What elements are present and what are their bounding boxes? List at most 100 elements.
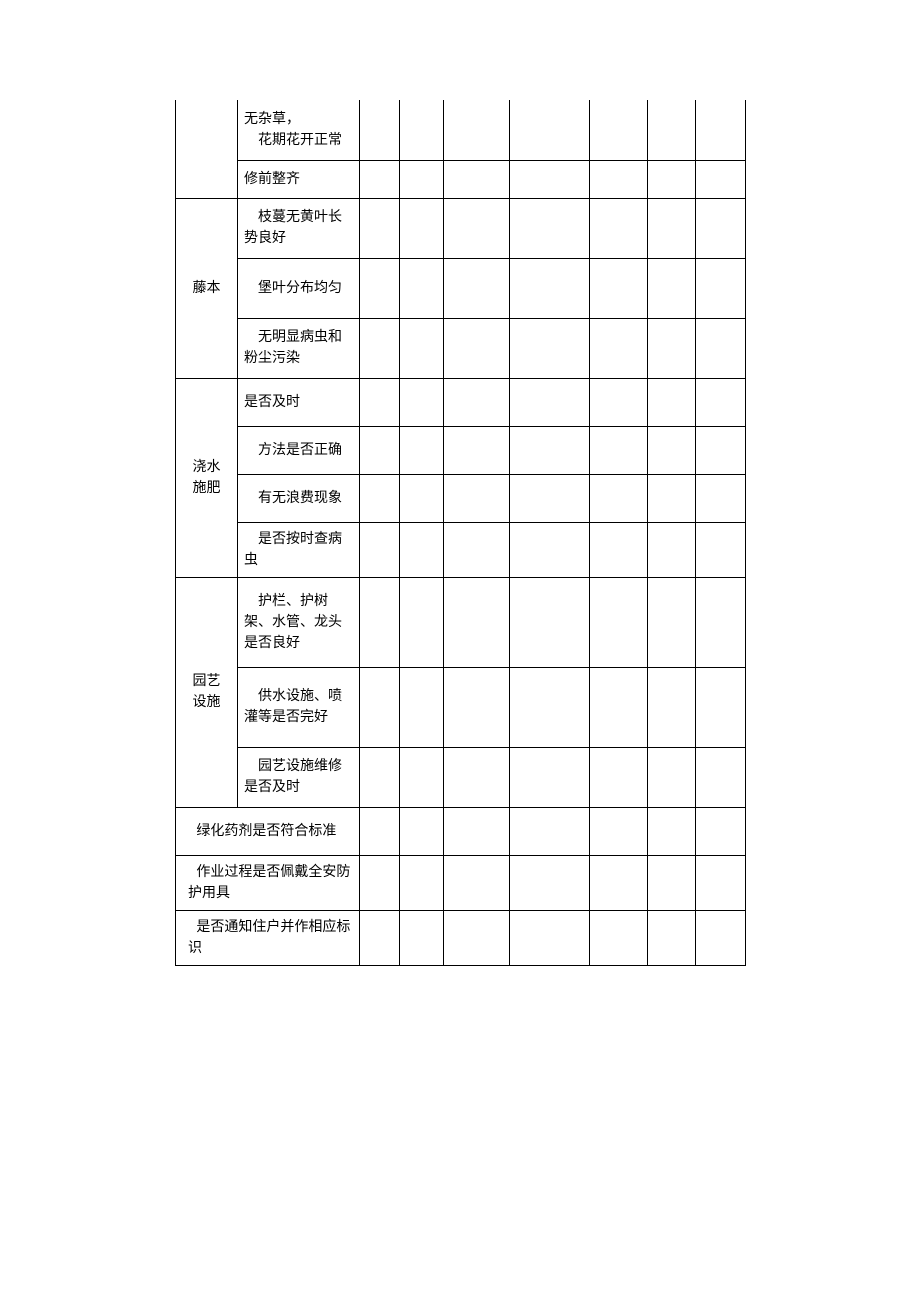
group-label-cell: 藤本 xyxy=(176,198,238,378)
table-row: 园艺 设施 护栏、护树架、水管、龙头是否良好 xyxy=(176,577,746,667)
table-row: 浇水 施肥 是否及时 xyxy=(176,378,746,426)
table-row: 作业过程是否佩戴全安防护用具 xyxy=(176,855,746,910)
blank-cell xyxy=(400,807,444,855)
blank-cell xyxy=(510,522,590,577)
blank-cell xyxy=(360,474,400,522)
blank-cell xyxy=(444,747,510,807)
table-row: 堡叶分布均匀 xyxy=(176,258,746,318)
item-text: 方法是否正确 xyxy=(244,440,342,461)
blank-cell xyxy=(696,667,746,747)
blank-cell xyxy=(648,258,696,318)
blank-cell xyxy=(400,198,444,258)
blank-cell xyxy=(696,747,746,807)
blank-cell xyxy=(444,910,510,965)
blank-cell xyxy=(360,100,400,160)
inspection-table: 无杂草， 花期花开正常 修前整齐 藤本 枝蔓无黄叶长势良好 xyxy=(175,100,746,966)
blank-cell xyxy=(400,318,444,378)
blank-cell xyxy=(444,198,510,258)
blank-cell xyxy=(590,577,648,667)
blank-cell xyxy=(510,100,590,160)
blank-cell xyxy=(590,318,648,378)
blank-cell xyxy=(648,747,696,807)
blank-cell xyxy=(400,378,444,426)
item-cell: 护栏、护树架、水管、龙头是否良好 xyxy=(238,577,360,667)
blank-cell xyxy=(360,910,400,965)
blank-cell xyxy=(648,198,696,258)
merged-item-cell: 绿化药剂是否符合标准 xyxy=(176,807,360,855)
blank-cell xyxy=(590,855,648,910)
blank-cell xyxy=(360,807,400,855)
item-text: 枝蔓无黄叶长势良好 xyxy=(244,207,355,249)
blank-cell xyxy=(444,426,510,474)
blank-cell xyxy=(590,160,648,198)
item-cell: 是否按时查病虫 xyxy=(238,522,360,577)
table-row: 是否通知住户并作相应标识 xyxy=(176,910,746,965)
blank-cell xyxy=(696,100,746,160)
item-cell: 枝蔓无黄叶长势良好 xyxy=(238,198,360,258)
blank-cell xyxy=(360,198,400,258)
table-body: 无杂草， 花期花开正常 修前整齐 藤本 枝蔓无黄叶长势良好 xyxy=(176,100,746,965)
blank-cell xyxy=(360,747,400,807)
table-row: 无杂草， 花期花开正常 xyxy=(176,100,746,160)
blank-cell xyxy=(444,807,510,855)
blank-cell xyxy=(510,160,590,198)
item-cell: 堡叶分布均匀 xyxy=(238,258,360,318)
blank-cell xyxy=(400,910,444,965)
item-text: 绿化药剂是否符合标准 xyxy=(188,821,336,842)
item-text: 无杂草， 花期花开正常 xyxy=(244,112,342,148)
blank-cell xyxy=(400,474,444,522)
table-row: 有无浪费现象 xyxy=(176,474,746,522)
item-cell: 供水设施、喷灌等是否完好 xyxy=(238,667,360,747)
blank-cell xyxy=(510,747,590,807)
item-text: 是否按时查病虫 xyxy=(244,529,355,571)
blank-cell xyxy=(648,318,696,378)
blank-cell xyxy=(648,577,696,667)
blank-cell xyxy=(400,747,444,807)
merged-item-cell: 是否通知住户并作相应标识 xyxy=(176,910,360,965)
blank-cell xyxy=(510,910,590,965)
blank-cell xyxy=(648,855,696,910)
blank-cell xyxy=(360,577,400,667)
blank-cell xyxy=(696,426,746,474)
blank-cell xyxy=(696,910,746,965)
blank-cell xyxy=(590,807,648,855)
item-text: 有无浪费现象 xyxy=(244,488,342,509)
blank-cell xyxy=(648,522,696,577)
blank-cell xyxy=(510,855,590,910)
blank-cell xyxy=(444,160,510,198)
table-row: 供水设施、喷灌等是否完好 xyxy=(176,667,746,747)
group-label-cell xyxy=(176,100,238,198)
item-text: 修前整齐 xyxy=(244,172,300,187)
blank-cell xyxy=(510,807,590,855)
blank-cell xyxy=(696,577,746,667)
blank-cell xyxy=(510,258,590,318)
blank-cell xyxy=(648,426,696,474)
blank-cell xyxy=(696,474,746,522)
blank-cell xyxy=(510,426,590,474)
blank-cell xyxy=(648,667,696,747)
blank-cell xyxy=(400,522,444,577)
blank-cell xyxy=(590,522,648,577)
blank-cell xyxy=(590,258,648,318)
table-row: 园艺设施维修是否及时 xyxy=(176,747,746,807)
blank-cell xyxy=(696,855,746,910)
table-row: 修前整齐 xyxy=(176,160,746,198)
blank-cell xyxy=(696,258,746,318)
item-cell: 有无浪费现象 xyxy=(238,474,360,522)
blank-cell xyxy=(590,747,648,807)
blank-cell xyxy=(648,160,696,198)
blank-cell xyxy=(696,198,746,258)
blank-cell xyxy=(444,318,510,378)
blank-cell xyxy=(510,378,590,426)
blank-cell xyxy=(590,100,648,160)
blank-cell xyxy=(400,577,444,667)
blank-cell xyxy=(510,318,590,378)
item-text: 是否及时 xyxy=(244,395,300,410)
item-text: 作业过程是否佩戴全安防护用具 xyxy=(188,862,355,904)
blank-cell xyxy=(444,855,510,910)
blank-cell xyxy=(360,426,400,474)
blank-cell xyxy=(400,100,444,160)
blank-cell xyxy=(444,667,510,747)
blank-cell xyxy=(510,474,590,522)
blank-cell xyxy=(360,378,400,426)
